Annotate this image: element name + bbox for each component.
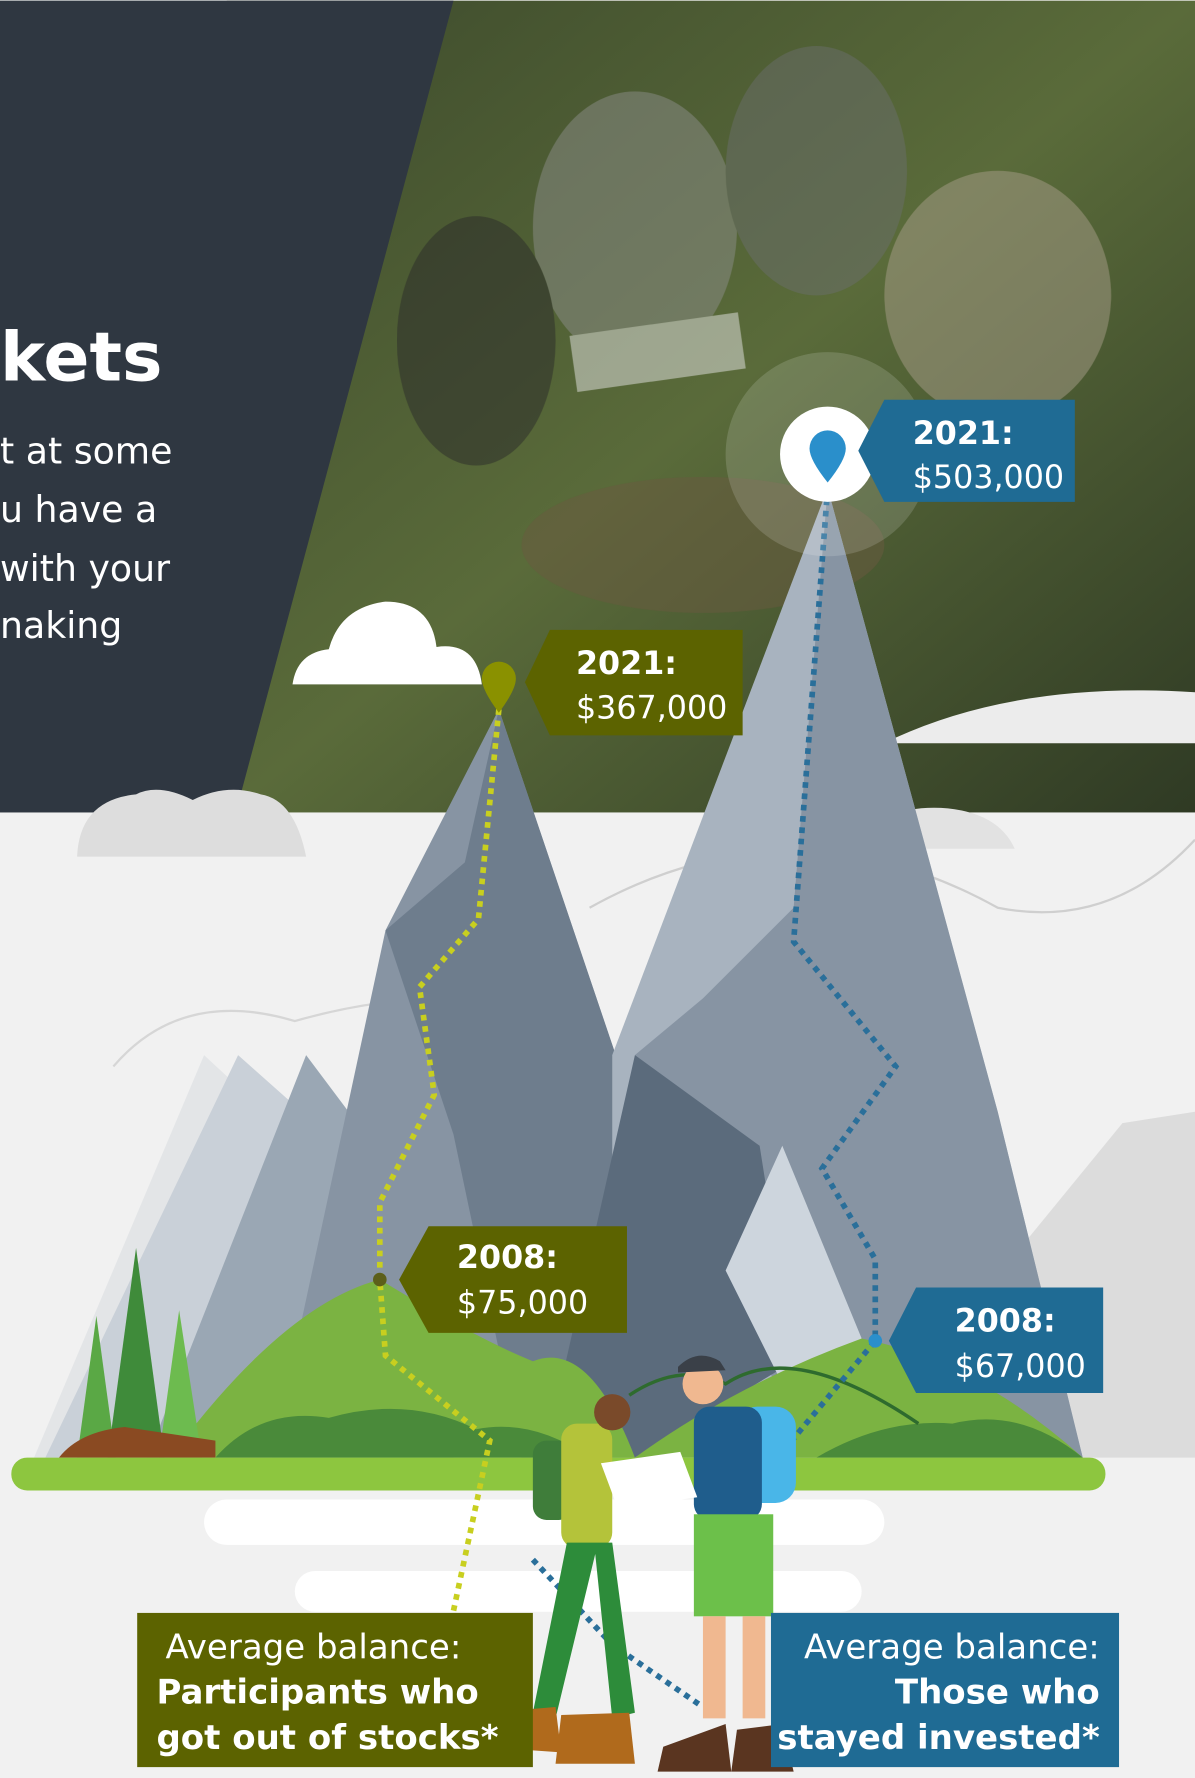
tree (107, 1247, 165, 1458)
mountain (544, 1055, 794, 1458)
legend-title: Average balance: (166, 1627, 462, 1667)
callout-year: 2021: (576, 646, 677, 682)
legend-box (770, 1612, 1120, 1768)
legend-title: Average balance: (804, 1627, 1100, 1667)
tree (77, 1315, 116, 1458)
legend-line: Participants who (156, 1673, 478, 1713)
contour (628, 1366, 920, 1425)
pin (481, 661, 516, 713)
cloud (292, 601, 482, 685)
body-line: u have a (0, 488, 157, 531)
hiker-left (481, 1394, 635, 1764)
callout (399, 1226, 627, 1333)
text-panel (0, 0, 454, 813)
log (58, 1426, 216, 1458)
body-line: naking (0, 604, 122, 647)
callout-year: 2021: (913, 416, 1014, 452)
callout-amount: $67,000 (955, 1349, 1086, 1385)
hiker-right (600, 1355, 796, 1772)
callout-amount: $367,000 (576, 690, 727, 726)
callout (888, 1287, 1104, 1393)
trail-invested (780, 487, 900, 1454)
callout-year: 2008: (955, 1304, 1056, 1340)
callout-year: 2008: (457, 1240, 558, 1276)
cloud (895, 690, 1195, 744)
legend-line: stayed invested* (777, 1718, 1100, 1758)
callout-amount: $75,000 (457, 1286, 588, 1322)
bushes (215, 1408, 590, 1458)
trail-out (376, 709, 502, 1612)
legend-line: got out of stocks* (156, 1718, 498, 1758)
pin (809, 430, 846, 483)
cloud (77, 789, 307, 857)
body-line: with your (0, 547, 170, 590)
callout-amount: $503,000 (913, 460, 1064, 496)
dot (373, 1272, 387, 1287)
callout (858, 399, 1075, 502)
legend-box (137, 1612, 533, 1768)
body-line: t at some (0, 429, 172, 472)
callout (524, 629, 743, 736)
tree (158, 1310, 202, 1458)
legend-line: Those who (895, 1673, 1100, 1713)
heading: kets (0, 319, 163, 398)
dot (868, 1334, 883, 1348)
mountain (725, 1145, 862, 1407)
bushes (816, 1419, 1083, 1458)
